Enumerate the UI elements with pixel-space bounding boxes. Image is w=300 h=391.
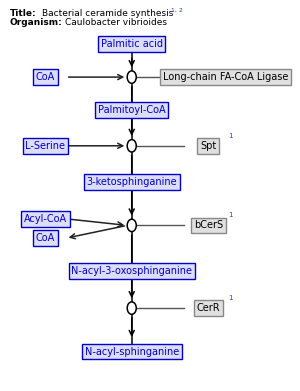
Text: Title:: Title: bbox=[10, 9, 37, 18]
Text: N-acyl-3-oxosphinganine: N-acyl-3-oxosphinganine bbox=[71, 266, 192, 276]
Text: 3-ketosphinganine: 3-ketosphinganine bbox=[86, 177, 177, 187]
Text: Bacterial ceramide synthesis: Bacterial ceramide synthesis bbox=[43, 9, 174, 18]
Text: Organism:: Organism: bbox=[10, 18, 63, 27]
Text: Acyl-CoA: Acyl-CoA bbox=[24, 214, 67, 224]
Text: bCerS: bCerS bbox=[194, 221, 223, 230]
Circle shape bbox=[127, 71, 136, 83]
Text: 1: 1 bbox=[229, 133, 233, 139]
Text: 1: 1 bbox=[229, 212, 233, 219]
Circle shape bbox=[127, 302, 136, 314]
Text: L-Serine: L-Serine bbox=[25, 141, 65, 151]
Text: 1: 1 bbox=[229, 295, 233, 301]
Circle shape bbox=[127, 219, 136, 231]
Circle shape bbox=[127, 140, 136, 152]
Text: CoA: CoA bbox=[36, 72, 55, 82]
Text: Palmitic acid: Palmitic acid bbox=[101, 39, 163, 49]
Text: Long-chain FA-CoA Ligase: Long-chain FA-CoA Ligase bbox=[163, 72, 288, 82]
Text: CerR: CerR bbox=[196, 303, 220, 313]
Text: Caulobacter vibrioides: Caulobacter vibrioides bbox=[65, 18, 167, 27]
Text: CoA: CoA bbox=[36, 233, 55, 243]
Text: Spt: Spt bbox=[200, 141, 216, 151]
Text: 1, 2: 1, 2 bbox=[171, 7, 183, 13]
Text: N-acyl-sphinganine: N-acyl-sphinganine bbox=[85, 346, 179, 357]
Text: Palmitoyl-CoA: Palmitoyl-CoA bbox=[98, 105, 166, 115]
